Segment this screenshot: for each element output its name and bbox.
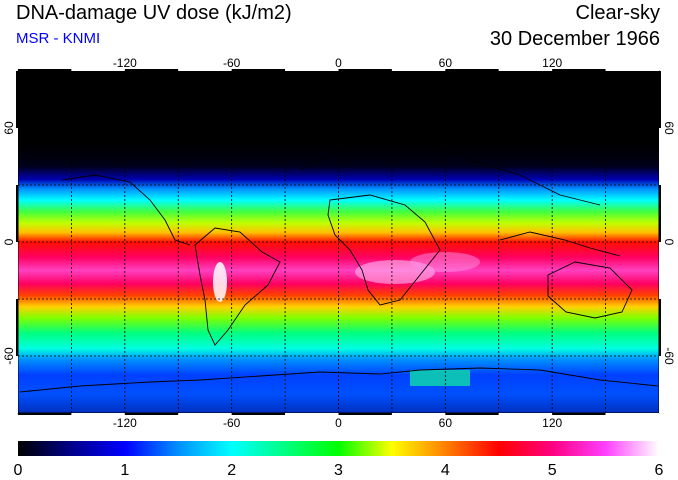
bottom-frame-tick bbox=[124, 413, 179, 415]
top-frame-tick bbox=[18, 69, 72, 71]
bottom-frame-tick bbox=[391, 413, 446, 415]
andes-peak-region bbox=[213, 262, 227, 302]
lon-tick-label-bottom: -120 bbox=[113, 416, 137, 430]
colorbar-tick-label: 0 bbox=[14, 462, 23, 479]
colorbar-tick-label: 4 bbox=[441, 462, 450, 479]
left-frame-tick bbox=[16, 185, 18, 242]
maritime-continent-coast bbox=[499, 231, 621, 257]
right-frame-tick bbox=[659, 299, 661, 356]
left-frame-tick bbox=[16, 356, 18, 413]
top-frame-tick bbox=[605, 69, 659, 71]
date-label: 30 December 1966 bbox=[489, 28, 660, 50]
africa-coast bbox=[327, 194, 441, 306]
left-frame-tick bbox=[16, 71, 18, 128]
south-america-coast bbox=[194, 227, 281, 346]
lon-tick-label-top: 60 bbox=[439, 56, 453, 70]
coastlines bbox=[19, 139, 659, 393]
antarctic-plateau-region bbox=[410, 370, 470, 386]
lat-tick-label-left: 0 bbox=[2, 238, 16, 245]
bottom-frame-tick bbox=[18, 413, 72, 415]
bottom-frame-tick bbox=[605, 413, 659, 415]
colorbar bbox=[18, 441, 659, 456]
bottom-frame-tick bbox=[552, 413, 606, 415]
lat-tick-label-right: 0 bbox=[662, 239, 676, 246]
lon-tick-label-top: -60 bbox=[223, 56, 241, 70]
colorbar-tick-label: 5 bbox=[548, 462, 557, 479]
top-frame-tick bbox=[124, 69, 179, 71]
right-frame-tick bbox=[659, 128, 661, 185]
right-frame-tick bbox=[659, 242, 661, 299]
top-frame-tick bbox=[391, 69, 446, 71]
north-america-coast bbox=[61, 174, 191, 246]
right-frame-tick bbox=[659, 71, 661, 128]
lon-tick-label-top: -120 bbox=[113, 56, 137, 70]
top-frame-tick bbox=[552, 69, 606, 71]
top-frame-tick bbox=[231, 69, 286, 71]
bottom-frame-tick bbox=[71, 413, 125, 415]
bottom-frame-tick bbox=[338, 413, 392, 415]
top-frame-tick bbox=[445, 69, 499, 71]
sky-condition-label: Clear-sky bbox=[575, 2, 660, 24]
colorbar-tick-label: 3 bbox=[334, 462, 343, 479]
top-frame-tick bbox=[285, 69, 339, 71]
credit-label: MSR - KNMI bbox=[16, 30, 101, 47]
lon-tick-label-top: 120 bbox=[542, 56, 562, 70]
colorbar-tick-label: 6 bbox=[655, 462, 664, 479]
colorbar-tick-label: 1 bbox=[120, 462, 129, 479]
eurasia-coast bbox=[299, 139, 601, 206]
top-frame-tick bbox=[178, 69, 232, 71]
lon-tick-label-bottom: 60 bbox=[439, 416, 453, 430]
bottom-frame-tick bbox=[445, 413, 499, 415]
indian-ocean-high-region bbox=[410, 252, 480, 272]
colorbar-tick-label: 2 bbox=[227, 462, 236, 479]
colorbar-labels: 0 1 2 3 4 5 6 bbox=[14, 462, 664, 479]
antarctica-coast bbox=[19, 367, 659, 393]
top-frame-tick bbox=[498, 69, 553, 71]
lat-tick-label-left: 60 bbox=[2, 121, 16, 135]
lat-tick-label-right: 60 bbox=[662, 121, 676, 135]
lon-tick-label-bottom: 0 bbox=[335, 416, 342, 430]
lon-tick-label-top: 0 bbox=[335, 56, 342, 70]
bottom-frame-tick bbox=[178, 413, 232, 415]
lat-tick-label-left: -60 bbox=[2, 347, 16, 365]
australia-coast bbox=[547, 261, 633, 319]
left-frame-tick bbox=[16, 128, 18, 185]
graticule bbox=[18, 71, 659, 413]
right-frame-tick bbox=[659, 356, 661, 413]
tick-labels: -120 -120 -60 -60 0 0 60 60 120 120 60 60 0 0 -60 -60 bbox=[2, 56, 676, 430]
top-frame-tick bbox=[338, 69, 392, 71]
bottom-frame-tick bbox=[231, 413, 286, 415]
right-frame-tick bbox=[659, 185, 661, 242]
lat-tick-label-right: -60 bbox=[662, 347, 676, 365]
left-frame-tick bbox=[16, 242, 18, 299]
frame-ticks bbox=[16, 69, 661, 415]
bottom-frame-tick bbox=[285, 413, 339, 415]
bottom-frame-tick bbox=[498, 413, 553, 415]
top-frame-tick bbox=[71, 69, 125, 71]
lon-tick-label-bottom: -60 bbox=[223, 416, 241, 430]
map-field bbox=[18, 71, 659, 413]
lon-tick-label-bottom: 120 bbox=[542, 416, 562, 430]
map-title: DNA-damage UV dose (kJ/m2) bbox=[16, 2, 292, 24]
left-frame-tick bbox=[16, 299, 18, 356]
